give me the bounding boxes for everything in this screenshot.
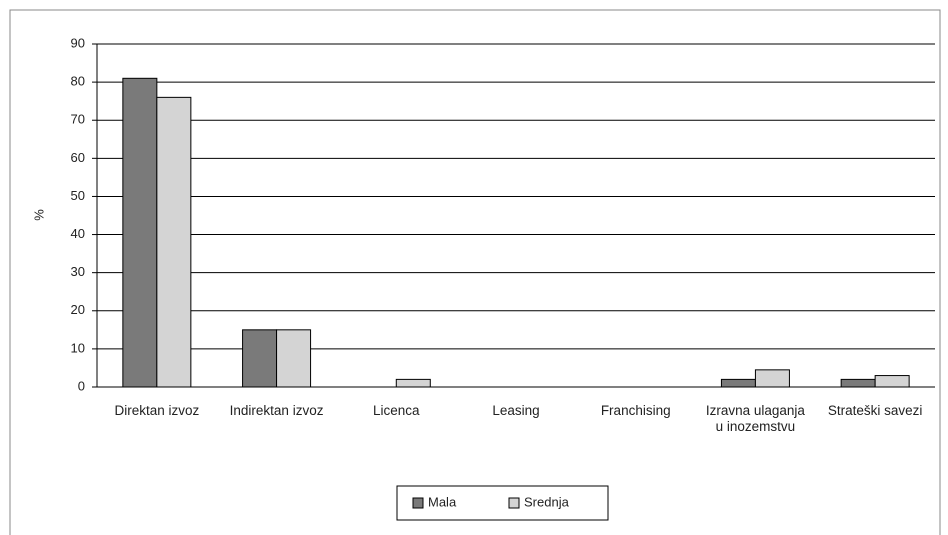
- y-tick-label: 0: [78, 378, 85, 393]
- legend-swatch: [412, 497, 424, 509]
- y-tick-label: 80: [71, 74, 85, 89]
- y-tick-label: 10: [71, 340, 85, 355]
- y-tick-label: 30: [71, 264, 85, 279]
- bar: [874, 375, 910, 388]
- y-tick-label: 90: [71, 35, 85, 50]
- bar: [840, 378, 876, 388]
- y-tick-label: 70: [71, 112, 85, 127]
- x-tick-label: Direktan izvoz: [114, 403, 200, 418]
- frame: [9, 9, 941, 535]
- y-tick-label: 40: [71, 226, 85, 241]
- x-tick-label: Leasing: [492, 403, 540, 418]
- legend-label: Mala: [428, 494, 457, 509]
- x-tick-label: Franchising: [600, 403, 671, 418]
- legend-swatch: [508, 497, 520, 509]
- bar: [156, 96, 192, 388]
- x-tick-label: Licenca: [373, 403, 420, 418]
- bar: [754, 369, 790, 388]
- legend-label: Srednja: [524, 494, 570, 509]
- y-tick-label: 20: [71, 302, 85, 317]
- bar: [122, 77, 158, 388]
- bar: [395, 378, 431, 388]
- bar: [242, 329, 278, 388]
- y-tick-label: 50: [71, 188, 85, 203]
- x-tick-label: Indirektan izvoz: [229, 403, 324, 418]
- x-tick-label: Strateški savezi: [827, 403, 923, 418]
- y-axis-label: %: [31, 209, 46, 221]
- x-tick-label: Izravna ulaganja u inozemstvu: [705, 403, 805, 434]
- legend-box: [396, 485, 609, 521]
- bar: [276, 329, 312, 388]
- bar: [720, 378, 756, 388]
- y-tick-label: 60: [71, 150, 85, 165]
